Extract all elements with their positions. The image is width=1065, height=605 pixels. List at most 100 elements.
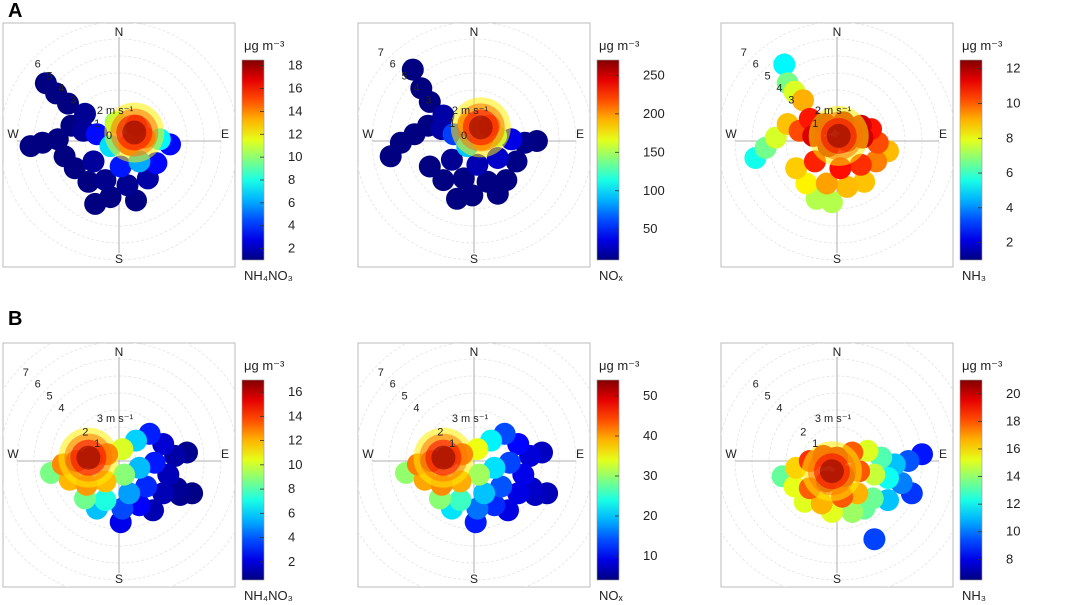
ring-label: 7 [741,47,747,59]
colorbar-tick-label: 10 [1006,95,1020,110]
direction-label: W [725,127,737,141]
data-cell [432,169,455,192]
ring-label: 4 [776,402,782,414]
ring-label: 5 [401,391,407,403]
colorbar-tick-label: 14 [288,103,302,118]
direction-label: E [221,447,229,461]
ring-label: 3 [425,94,431,106]
data-cell [116,174,139,197]
colorbar-tick-label: 50 [643,221,657,236]
pollutant-label: NOₓ [599,588,624,603]
ring-label: 5 [46,71,52,83]
direction-label: N [115,25,124,39]
pollutant-label: NOₓ [599,268,624,283]
direction-label: N [470,345,479,359]
data-cell [476,170,499,193]
colorbar-tick-label: 20 [1006,386,1020,401]
data-cell [507,482,530,505]
ring-label: 1 [449,438,455,450]
colorbar-tick-label: 16 [288,384,302,399]
direction-label: W [7,447,19,461]
direction-label: W [725,447,737,461]
colorbar [959,379,983,581]
ring-label: 2 [437,426,443,438]
data-cell [57,92,79,115]
panel-letter-a: A [8,0,23,22]
ring-label: 4 [58,82,64,94]
colorbar-tick-label: 2 [288,241,295,256]
data-cell [113,463,136,486]
data-cell [135,475,158,498]
colorbar [959,59,983,261]
colorbar-tick-label: 4 [288,218,295,233]
ring-label: 6 [35,379,41,391]
colorbar-tick-label: 8 [288,172,295,187]
colorbar-tick-label: 6 [288,195,295,210]
colorbar-tick-label: 8 [1006,551,1013,566]
ring-label: 4 [413,82,419,94]
colorbar-tick-label: 8 [1006,130,1013,145]
ring-label: 2 [800,426,806,438]
data-cell [792,89,814,112]
data-cell [505,150,528,173]
colorbar-tick-label: 100 [643,183,665,198]
hotspot-core [826,123,851,148]
ring-label: 4 [776,82,782,94]
units-label: μg m⁻³ [244,358,285,373]
ring-label: 6 [753,59,759,71]
direction-label: E [939,447,947,461]
colorbar-tick-label: 2 [1006,235,1013,250]
wind-speed-ring [3,23,235,261]
data-cell [46,128,69,151]
direction-label: W [7,127,19,141]
ring-label: 1 [812,438,818,450]
data-cell [490,475,513,498]
units-label: μg m⁻³ [962,38,1003,53]
ring-label: 5 [764,71,770,83]
data-cell [495,169,518,192]
data-cell [152,482,175,505]
hotspot-core [468,115,493,140]
data-cell [468,463,491,486]
data-cell [145,152,168,175]
colorbar-tick-label: 14 [288,408,302,423]
direction-label: N [833,345,842,359]
colorbar-tick-label: 250 [643,67,665,82]
colorbar-tick-label: 16 [288,81,302,96]
wind-speed-ring [721,23,953,261]
wind-speed-label: 2 m s⁻¹ [97,105,134,117]
wind-speed-ring [721,343,953,581]
data-cell [74,102,96,125]
colorbar-tick-label: 16 [1006,441,1020,456]
hotspot-core [431,445,456,470]
ring-label: 0 [461,130,467,142]
direction-label: S [470,252,478,266]
colorbar [596,379,620,581]
colorbar [241,379,265,581]
colorbar-tick-label: 8 [288,481,295,496]
pollutant-label: NH₄NO₃ [244,588,293,603]
colorbar-tick-label: 18 [1006,413,1020,428]
ring-label: 3 [788,94,794,106]
data-cell [452,167,475,190]
colorbar-tick-label: 20 [643,508,657,523]
colorbar-tick-label: 6 [1006,165,1013,180]
wind-speed-ring [3,343,235,581]
direction-label: N [833,25,842,39]
pollutant-label: NH₄NO₃ [244,268,293,283]
direction-label: E [576,127,584,141]
data-cell [401,58,424,81]
ring-label: 1 [812,118,818,130]
colorbar-tick-label: 4 [288,530,295,545]
data-cell [820,191,843,214]
wind-speed-label: 3 m s⁻¹ [452,413,489,425]
data-cell [863,528,886,551]
ring-label: 4 [58,402,64,414]
